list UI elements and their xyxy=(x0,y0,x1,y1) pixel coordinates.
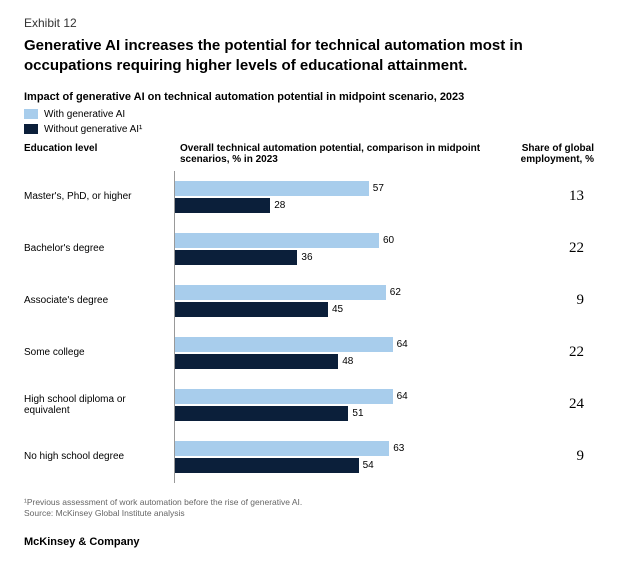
bar-value-label: 62 xyxy=(386,285,401,300)
bar-wrap: 54 xyxy=(175,458,514,473)
bar-without-ai xyxy=(175,354,338,369)
bar-value-label: 45 xyxy=(328,302,343,317)
share-value: 13 xyxy=(514,171,594,223)
education-label: Some college xyxy=(24,327,174,379)
share-value: 22 xyxy=(514,223,594,275)
bar-value-label: 57 xyxy=(369,181,384,196)
bar-value-label: 64 xyxy=(393,389,408,404)
bar-without-ai xyxy=(175,250,297,265)
bar-wrap: 48 xyxy=(175,354,514,369)
share-value: 22 xyxy=(514,327,594,379)
footnote: ¹Previous assessment of work automation … xyxy=(24,497,616,509)
bar-value-label: 48 xyxy=(338,354,353,369)
source-line: Source: McKinsey Global Institute analys… xyxy=(24,508,616,518)
bar-with-ai xyxy=(175,233,379,248)
bar-without-ai xyxy=(175,302,328,317)
chart-title: Generative AI increases the potential fo… xyxy=(24,36,544,77)
bar-without-ai xyxy=(175,406,348,421)
bar-wrap: 51 xyxy=(175,406,514,421)
bar-value-label: 63 xyxy=(389,441,404,456)
bar-wrap: 57 xyxy=(175,181,514,196)
bar-wrap: 45 xyxy=(175,302,514,317)
bar-wrap: 28 xyxy=(175,198,514,213)
chart-grid: Education level Overall technical automa… xyxy=(24,143,616,483)
education-label: High school diploma or equivalent xyxy=(24,379,174,431)
bar-with-ai xyxy=(175,441,389,456)
legend-label-with-ai: With generative AI xyxy=(44,107,125,122)
share-value: 24 xyxy=(514,379,594,431)
column-header-chart: Overall technical automation potential, … xyxy=(174,143,514,171)
bar-value-label: 51 xyxy=(348,406,363,421)
education-label: Bachelor's degree xyxy=(24,223,174,275)
bar-value-label: 36 xyxy=(297,250,312,265)
swatch-with-ai xyxy=(24,109,38,119)
bar-wrap: 64 xyxy=(175,389,514,404)
legend-label-without-ai: Without generative AI¹ xyxy=(44,122,142,137)
bar-group: 64 48 xyxy=(174,327,514,379)
bar-group: 62 45 xyxy=(174,275,514,327)
swatch-without-ai xyxy=(24,124,38,134)
bar-without-ai xyxy=(175,458,359,473)
bar-group: 60 36 xyxy=(174,223,514,275)
bar-with-ai xyxy=(175,389,393,404)
education-label: Master's, PhD, or higher xyxy=(24,171,174,223)
exhibit-label: Exhibit 12 xyxy=(24,16,616,30)
bar-group: 63 54 xyxy=(174,431,514,483)
column-header-share: Share of global employment, % xyxy=(514,143,594,171)
bar-wrap: 63 xyxy=(175,441,514,456)
bar-without-ai xyxy=(175,198,270,213)
bar-wrap: 60 xyxy=(175,233,514,248)
bar-value-label: 64 xyxy=(393,337,408,352)
bar-value-label: 60 xyxy=(379,233,394,248)
bar-wrap: 62 xyxy=(175,285,514,300)
column-header-education: Education level xyxy=(24,143,174,171)
chart-subtitle: Impact of generative AI on technical aut… xyxy=(24,91,616,103)
brand-line: McKinsey & Company xyxy=(24,536,616,548)
education-label: No high school degree xyxy=(24,431,174,483)
bar-with-ai xyxy=(175,181,369,196)
legend-item-with-ai: With generative AI xyxy=(24,107,616,122)
bar-group: 57 28 xyxy=(174,171,514,223)
share-value: 9 xyxy=(514,431,594,483)
share-value: 9 xyxy=(514,275,594,327)
bar-value-label: 54 xyxy=(359,458,374,473)
legend-item-without-ai: Without generative AI¹ xyxy=(24,122,616,137)
legend: With generative AI Without generative AI… xyxy=(24,107,616,137)
bar-group: 64 51 xyxy=(174,379,514,431)
bar-with-ai xyxy=(175,285,386,300)
education-label: Associate's degree xyxy=(24,275,174,327)
bar-wrap: 36 xyxy=(175,250,514,265)
bar-wrap: 64 xyxy=(175,337,514,352)
bar-with-ai xyxy=(175,337,393,352)
bar-value-label: 28 xyxy=(270,198,285,213)
